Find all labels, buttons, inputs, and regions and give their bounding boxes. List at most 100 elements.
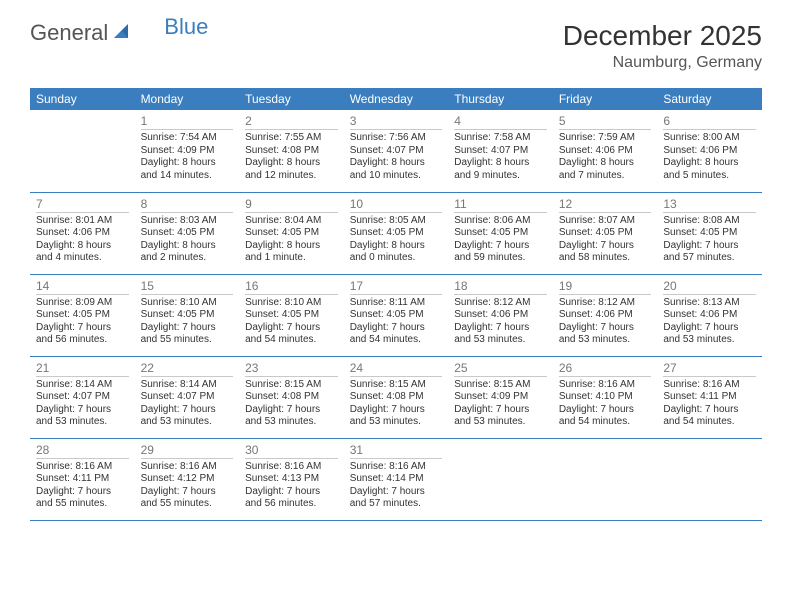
calendar-day-cell: 20Sunrise: 8:13 AMSunset: 4:06 PMDayligh… [657,274,762,356]
sunrise-text: Sunrise: 8:14 AM [141,379,234,392]
day-number: 14 [36,277,129,295]
sunset-text: Sunset: 4:08 PM [245,391,338,404]
day-info: Sunrise: 8:08 AMSunset: 4:05 PMDaylight:… [663,215,756,265]
calendar-day-cell: 5 Sunrise: 7:59 AMSunset: 4:06 PMDaylight… [553,110,658,192]
day-info: Sunrise: 7:56 AMSunset: 4:07 PMDaylight:… [350,132,443,182]
day-number: 31 [350,441,443,459]
daylight-text: Daylight: 7 hours and 56 minutes. [36,322,129,347]
day-info: Sunrise: 8:11 AMSunset: 4:05 PMDaylight:… [350,297,443,347]
calendar-day-cell: 30Sunrise: 8:16 AMSunset: 4:13 PMDayligh… [239,438,344,520]
day-info: Sunrise: 8:10 AMSunset: 4:05 PMDaylight:… [245,297,338,347]
sunset-text: Sunset: 4:14 PM [350,473,443,486]
day-number: 8 [141,195,234,213]
day-number: 1 [141,112,234,130]
sunrise-text: Sunrise: 8:11 AM [350,297,443,310]
sunset-text: Sunset: 4:05 PM [36,309,129,322]
day-info: Sunrise: 8:16 AMSunset: 4:14 PMDaylight:… [350,461,443,511]
daylight-text: Daylight: 8 hours and 14 minutes. [141,157,234,182]
calendar-day-cell: 27Sunrise: 8:16 AMSunset: 4:11 PMDayligh… [657,356,762,438]
day-number: 5 [559,112,652,130]
sunrise-text: Sunrise: 8:07 AM [559,215,652,228]
sunset-text: Sunset: 4:07 PM [454,145,547,158]
daylight-text: Daylight: 7 hours and 53 minutes. [141,404,234,429]
sunrise-text: Sunrise: 8:16 AM [559,379,652,392]
weekday-header: Friday [553,88,658,110]
day-number: 19 [559,277,652,295]
day-number: 10 [350,195,443,213]
calendar-week-row: 14 Sunrise: 8:09 AMSunset: 4:05 PMDayligh… [30,274,762,356]
day-number: 24 [350,359,443,377]
sunset-text: Sunset: 4:08 PM [245,145,338,158]
daylight-text: Daylight: 7 hours and 59 minutes. [454,240,547,265]
day-number: 25 [454,359,547,377]
day-info: Sunrise: 7:54 AMSunset: 4:09 PMDaylight:… [141,132,234,182]
day-number: 28 [36,441,129,459]
sunset-text: Sunset: 4:11 PM [663,391,756,404]
calendar-day-cell: 11Sunrise: 8:06 AMSunset: 4:05 PMDayligh… [448,192,553,274]
sunset-text: Sunset: 4:06 PM [454,309,547,322]
sunset-text: Sunset: 4:07 PM [350,145,443,158]
daylight-text: Daylight: 8 hours and 10 minutes. [350,157,443,182]
day-number: 18 [454,277,547,295]
calendar-day-cell: 28 Sunrise: 8:16 AMSunset: 4:11 PMDayligh… [30,438,135,520]
sunset-text: Sunset: 4:05 PM [245,227,338,240]
daylight-text: Daylight: 8 hours and 1 minute. [245,240,338,265]
title-block: December 2025 Naumburg, Germany [563,20,762,72]
daylight-text: Daylight: 8 hours and 2 minutes. [141,240,234,265]
brand-part1: General [30,20,108,46]
calendar-table: Sunday Monday Tuesday Wednesday Thursday… [30,88,762,521]
day-number: 15 [141,277,234,295]
calendar-day-cell [30,110,135,192]
sunset-text: Sunset: 4:06 PM [36,227,129,240]
day-number: 2 [245,112,338,130]
day-info: Sunrise: 8:03 AMSunset: 4:05 PMDaylight:… [141,215,234,265]
calendar-day-cell: 29Sunrise: 8:16 AMSunset: 4:12 PMDayligh… [135,438,240,520]
calendar-day-cell [657,438,762,520]
day-number: 17 [350,277,443,295]
sunrise-text: Sunrise: 8:14 AM [36,379,129,392]
daylight-text: Daylight: 7 hours and 53 minutes. [454,404,547,429]
day-info: Sunrise: 8:16 AMSunset: 4:13 PMDaylight:… [245,461,338,511]
day-info: Sunrise: 8:00 AMSunset: 4:06 PMDaylight:… [663,132,756,182]
daylight-text: Daylight: 7 hours and 55 minutes. [36,486,129,511]
brand-logo: General Blue [30,20,208,46]
sunrise-text: Sunrise: 7:54 AM [141,132,234,145]
calendar-day-cell: 13Sunrise: 8:08 AMSunset: 4:05 PMDayligh… [657,192,762,274]
daylight-text: Daylight: 7 hours and 53 minutes. [663,322,756,347]
sunset-text: Sunset: 4:10 PM [559,391,652,404]
day-info: Sunrise: 8:16 AMSunset: 4:11 PMDaylight:… [663,379,756,429]
calendar-day-cell: 21Sunrise: 8:14 AMSunset: 4:07 PMDayligh… [30,356,135,438]
calendar-day-cell: 14 Sunrise: 8:09 AMSunset: 4:05 PMDayligh… [30,274,135,356]
day-info: Sunrise: 8:15 AMSunset: 4:08 PMDaylight:… [350,379,443,429]
calendar-body: 1 Sunrise: 7:54 AMSunset: 4:09 PMDaylight… [30,110,762,520]
calendar-day-cell: 19Sunrise: 8:12 AMSunset: 4:06 PMDayligh… [553,274,658,356]
daylight-text: Daylight: 7 hours and 53 minutes. [559,322,652,347]
day-info: Sunrise: 8:09 AMSunset: 4:05 PMDaylight:… [36,297,129,347]
sunrise-text: Sunrise: 8:06 AM [454,215,547,228]
day-info: Sunrise: 8:16 AMSunset: 4:10 PMDaylight:… [559,379,652,429]
sunset-text: Sunset: 4:07 PM [141,391,234,404]
sunrise-text: Sunrise: 7:55 AM [245,132,338,145]
day-number: 22 [141,359,234,377]
day-info: Sunrise: 8:16 AMSunset: 4:11 PMDaylight:… [36,461,129,511]
sunset-text: Sunset: 4:08 PM [350,391,443,404]
calendar-day-cell: 12Sunrise: 8:07 AMSunset: 4:05 PMDayligh… [553,192,658,274]
sunrise-text: Sunrise: 8:16 AM [36,461,129,474]
calendar-week-row: 1 Sunrise: 7:54 AMSunset: 4:09 PMDaylight… [30,110,762,192]
calendar-thead: Sunday Monday Tuesday Wednesday Thursday… [30,88,762,110]
weekday-header: Saturday [657,88,762,110]
day-info: Sunrise: 8:05 AMSunset: 4:05 PMDaylight:… [350,215,443,265]
daylight-text: Daylight: 7 hours and 55 minutes. [141,322,234,347]
calendar-day-cell: 4Sunrise: 7:58 AMSunset: 4:07 PMDaylight… [448,110,553,192]
sunrise-text: Sunrise: 8:08 AM [663,215,756,228]
sunset-text: Sunset: 4:05 PM [141,309,234,322]
sunset-text: Sunset: 4:06 PM [559,145,652,158]
sunset-text: Sunset: 4:11 PM [36,473,129,486]
sunset-text: Sunset: 4:12 PM [141,473,234,486]
daylight-text: Daylight: 8 hours and 9 minutes. [454,157,547,182]
day-info: Sunrise: 8:12 AMSunset: 4:06 PMDaylight:… [454,297,547,347]
day-info: Sunrise: 8:06 AMSunset: 4:05 PMDaylight:… [454,215,547,265]
sunset-text: Sunset: 4:05 PM [663,227,756,240]
daylight-text: Daylight: 7 hours and 53 minutes. [245,404,338,429]
day-info: Sunrise: 7:59 AMSunset: 4:06 PMDaylight:… [559,132,652,182]
